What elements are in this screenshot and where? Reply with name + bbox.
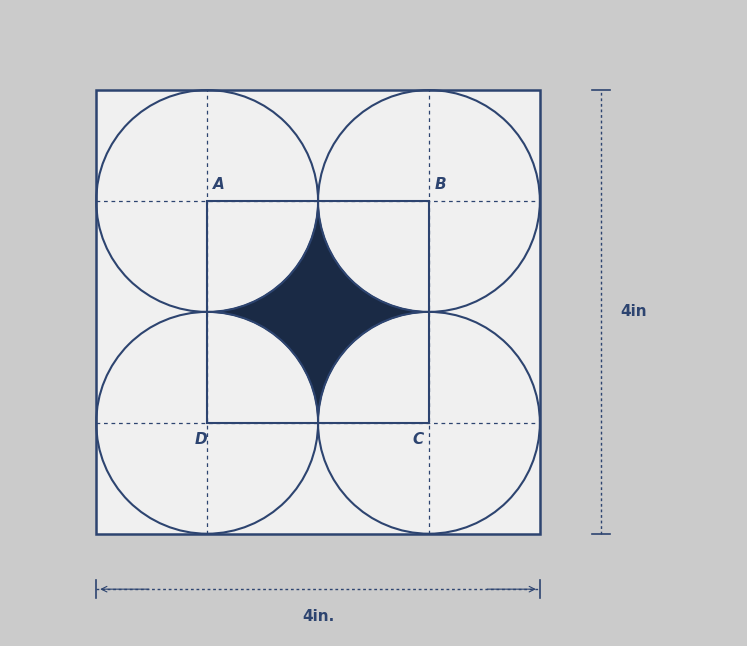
- Text: 4in.: 4in.: [302, 609, 334, 624]
- Text: C: C: [412, 432, 424, 446]
- Bar: [96, 90, 540, 534]
- Text: A: A: [213, 177, 224, 192]
- Polygon shape: [207, 201, 429, 423]
- Text: B: B: [435, 177, 446, 192]
- Text: 4in: 4in: [621, 304, 648, 319]
- Text: D: D: [194, 432, 207, 446]
- Bar: [207, 201, 429, 423]
